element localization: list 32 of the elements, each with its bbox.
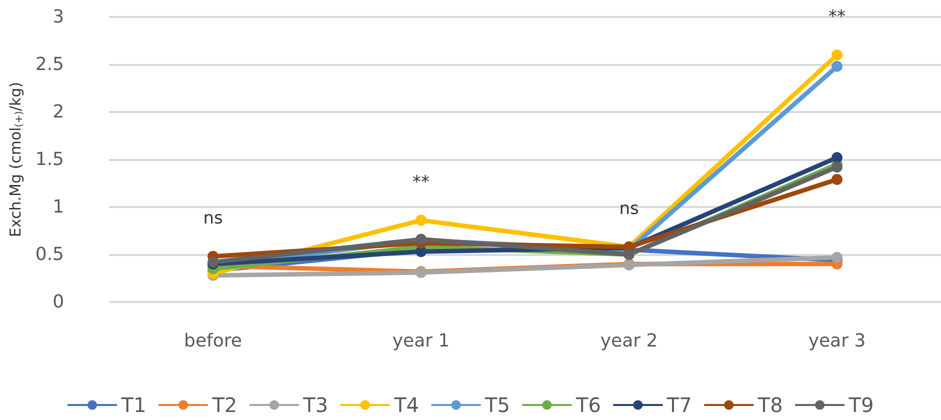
legend-label: T9 [848, 393, 874, 417]
y-tick-label: 3 [52, 6, 64, 28]
x-tick-label: year 1 [392, 330, 450, 352]
legend-label: T2 [211, 393, 238, 417]
x-tick-label: year 2 [600, 330, 658, 352]
legend-label: T8 [756, 393, 783, 417]
legend-label: T3 [302, 393, 328, 417]
point [832, 162, 843, 173]
annotation: ** [828, 7, 846, 27]
point [832, 152, 843, 164]
point [832, 60, 843, 72]
annotation: ns [619, 198, 639, 219]
y-tick-label: 0.5 [35, 244, 64, 265]
point [832, 174, 843, 185]
point [416, 214, 427, 226]
point [832, 50, 843, 60]
y-tick-label: 1.5 [35, 149, 64, 170]
point [832, 252, 843, 263]
legend-label: T1 [120, 393, 146, 417]
legend-label: T7 [666, 393, 692, 417]
y-tick-label: 2 [52, 102, 64, 122]
annotation: ** [412, 172, 430, 192]
legend-label: T6 [574, 393, 601, 417]
y-axis-title: Exch.Mg (cmol(+)/kg) [6, 82, 25, 238]
x-tick-label: before [184, 330, 242, 352]
x-tick-label: year 3 [808, 330, 866, 352]
legend-label: T5 [484, 393, 510, 417]
y-tick-label: 0 [52, 292, 64, 312]
legend-label: T4 [393, 393, 420, 417]
annotation: ns [203, 208, 223, 228]
y-tick-label: 1 [52, 196, 64, 218]
y-tick-label: 2.5 [35, 54, 64, 75]
